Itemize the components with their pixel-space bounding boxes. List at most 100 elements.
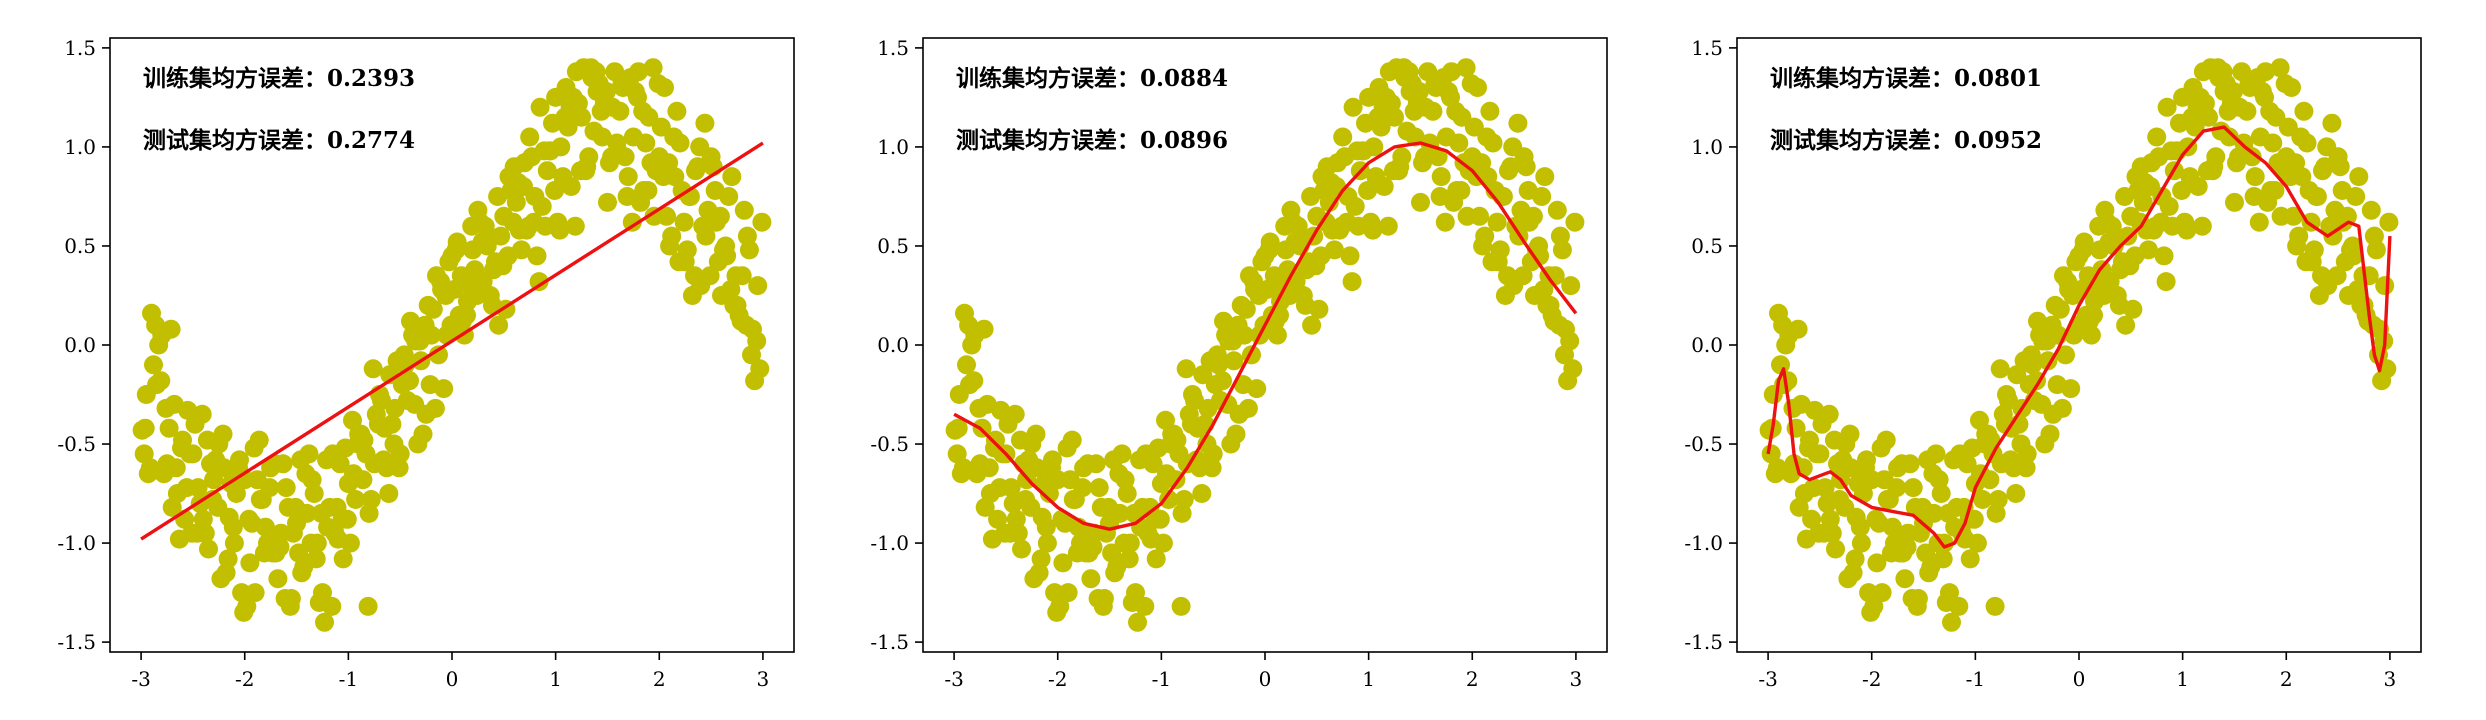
scatter-point: [1172, 503, 1192, 523]
scatter-point: [1441, 87, 1460, 107]
scatter-point: [363, 359, 383, 379]
scatter-point: [1214, 311, 1233, 331]
scatter-point: [2223, 82, 2243, 101]
scatter-point: [2028, 311, 2047, 331]
scatter-point: [1487, 212, 1507, 232]
scatter-point: [457, 305, 476, 325]
scatter-point: [1840, 424, 1860, 444]
scatter-point: [340, 533, 360, 553]
scatter-point: [149, 335, 169, 355]
scatter-point: [2245, 167, 2265, 187]
scatter-point: [1156, 410, 1175, 430]
scatter-point: [1516, 157, 1536, 177]
scatter-point: [346, 490, 366, 509]
scatter-point: [596, 82, 616, 101]
train-mse-annotation: 训练集均方误差：0.2393: [143, 65, 415, 92]
scatter-point: [2118, 226, 2138, 246]
scatter-point: [2177, 220, 2197, 240]
scatter-point: [2242, 147, 2262, 167]
train-mse-annotation: 训练集均方误差：0.0884: [956, 65, 1228, 92]
scatter-point: [1301, 187, 1321, 206]
scatter-point: [1518, 181, 1538, 200]
scatter-point: [1428, 147, 1448, 167]
scatter-point: [317, 450, 337, 470]
x-tick-label: -2: [235, 667, 254, 691]
scatter-point: [1343, 97, 1363, 117]
scatter-point: [1472, 153, 1492, 173]
scatter-point: [315, 612, 334, 632]
scatter-point: [1767, 458, 1787, 478]
scatter-point: [306, 549, 326, 569]
x-tick-label: 0: [446, 667, 459, 691]
scatter-point: [441, 315, 461, 335]
scatter-point: [394, 345, 414, 365]
scatter-point: [565, 216, 585, 236]
scatter-point: [245, 583, 265, 603]
scatter-point: [337, 509, 357, 529]
scatter-point: [1498, 266, 1517, 286]
scatter-point: [1923, 464, 1943, 484]
scatter-point: [2045, 295, 2065, 315]
scatter-point: [1012, 539, 1031, 559]
scatter-point: [662, 226, 682, 246]
scatter-point: [182, 523, 202, 543]
scatter-point: [359, 503, 379, 523]
scatter-point: [1058, 583, 1078, 603]
scatter-point: [1207, 345, 1227, 365]
scatter-point: [265, 454, 285, 474]
scatter-point: [598, 192, 617, 212]
scatter-point: [2172, 181, 2192, 200]
scatter-point: [555, 107, 575, 127]
scatter-point: [2056, 345, 2075, 365]
scatter-point: [1861, 602, 1881, 622]
scatter-point: [1347, 141, 1367, 161]
fit-line: [1766, 125, 2392, 549]
scatter-point: [1980, 470, 2000, 490]
scatter-point: [2159, 196, 2179, 216]
scatter-point: [482, 295, 502, 315]
scatter-point: [1508, 113, 1528, 133]
scatter-point: [276, 478, 296, 498]
scatter-point: [2296, 252, 2316, 272]
scatter-point: [1089, 478, 1109, 498]
y-tick-label: 1.0: [877, 135, 909, 159]
scatter-point: [1513, 266, 1533, 286]
scatter-point: [333, 549, 353, 569]
scatter-point: [1037, 533, 1057, 553]
y-tick-label: -0.5: [870, 432, 909, 456]
scatter-point: [2366, 240, 2386, 260]
scatter-point: [491, 226, 511, 246]
scatter-point: [1404, 101, 1424, 121]
scatter-point: [957, 355, 976, 375]
scatter-point: [1221, 434, 1241, 454]
scatter-point: [1495, 286, 1515, 305]
scatter-point: [1461, 74, 1481, 94]
scatter-point: [1788, 319, 1808, 339]
scatter-point: [1975, 434, 1995, 454]
scatter-point: [177, 478, 197, 498]
scatter-point: [1804, 478, 1824, 498]
scatter-point: [1073, 478, 1093, 498]
scatter-points: [1759, 58, 2399, 632]
scatter-point: [384, 434, 404, 454]
scatter-point: [1244, 272, 1264, 292]
scatter-point: [2094, 286, 2114, 305]
scatter-point: [2157, 97, 2177, 117]
scatter-point: [985, 438, 1004, 458]
scatter-point: [2006, 484, 2026, 503]
scatter-point: [1477, 127, 1497, 147]
scatter-point: [688, 157, 708, 177]
scatter-point: [1960, 549, 1980, 569]
scatter-point: [1024, 569, 1044, 589]
scatter-point: [254, 543, 274, 563]
y-tick-label: -1.5: [1684, 630, 1723, 654]
scatter-point: [2156, 272, 2176, 292]
scatter-point: [995, 523, 1015, 543]
scatter-point: [1034, 474, 1054, 494]
scatter-point: [2225, 192, 2244, 212]
scatter-point: [752, 212, 772, 232]
scatter-point: [545, 181, 565, 200]
scatter-point: [1078, 454, 1098, 474]
scatter-point: [1773, 315, 1793, 335]
